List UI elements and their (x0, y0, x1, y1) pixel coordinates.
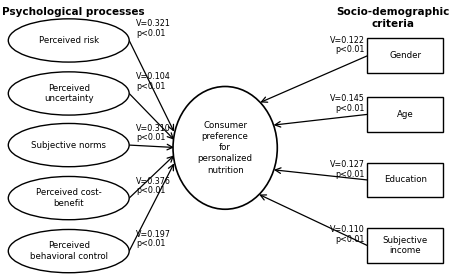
Text: V=0.104
p<0.01: V=0.104 p<0.01 (136, 72, 171, 91)
Text: Socio-demographic
criteria: Socio-demographic criteria (337, 7, 450, 28)
Ellipse shape (8, 229, 129, 273)
Ellipse shape (173, 86, 277, 209)
Text: V=0.321
p<0.01: V=0.321 p<0.01 (136, 19, 171, 38)
Text: V=0.122
p<0.01: V=0.122 p<0.01 (330, 36, 365, 54)
Text: Gender: Gender (389, 51, 421, 60)
FancyBboxPatch shape (367, 97, 443, 132)
Text: Psychological processes: Psychological processes (2, 7, 145, 17)
Text: Subjective norms: Subjective norms (31, 141, 106, 150)
Text: V=0.110
p<0.01: V=0.110 p<0.01 (330, 225, 365, 244)
Ellipse shape (8, 19, 129, 62)
Text: V=0.197
p<0.01: V=0.197 p<0.01 (136, 230, 171, 248)
Text: Perceived
uncertainty: Perceived uncertainty (44, 84, 93, 103)
Ellipse shape (8, 123, 129, 167)
FancyBboxPatch shape (367, 228, 443, 263)
Text: Perceived
behavioral control: Perceived behavioral control (30, 241, 108, 261)
Text: V=0.127
p<0.01: V=0.127 p<0.01 (330, 160, 365, 179)
Text: V=0.376
p<0.01: V=0.376 p<0.01 (136, 177, 171, 195)
Text: Age: Age (397, 110, 414, 119)
Text: Subjective
income: Subjective income (383, 236, 428, 255)
Text: V=0.145
p<0.01: V=0.145 p<0.01 (330, 94, 365, 113)
Ellipse shape (8, 177, 129, 220)
Text: Perceived cost-
benefit: Perceived cost- benefit (36, 188, 101, 208)
Ellipse shape (8, 72, 129, 115)
FancyBboxPatch shape (367, 38, 443, 73)
Text: Consumer
preference
for
personalized
nutrition: Consumer preference for personalized nut… (198, 121, 253, 175)
Text: V=0.310
p<0.01: V=0.310 p<0.01 (136, 124, 171, 142)
FancyBboxPatch shape (367, 162, 443, 198)
Text: Education: Education (384, 175, 427, 184)
Text: Perceived risk: Perceived risk (39, 36, 99, 45)
